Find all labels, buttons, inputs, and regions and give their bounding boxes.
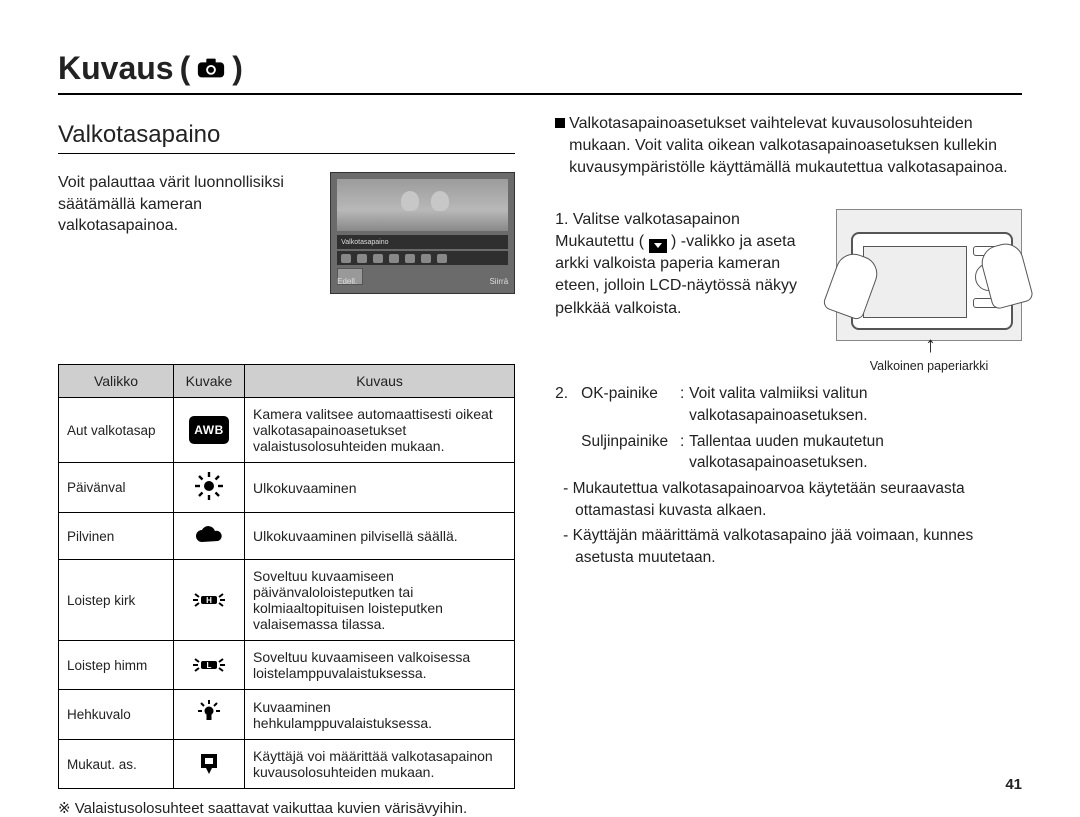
camera-icon <box>196 50 226 87</box>
lcd-bottom-right: Siirrä <box>489 277 508 286</box>
th-icon: Kuvake <box>174 365 245 398</box>
step-1: 1. Valitse valkotasapainon Mukautettu ( … <box>555 209 820 319</box>
custom-wb-icon <box>189 749 229 779</box>
page-number: 41 <box>1005 776 1022 793</box>
whitebalance-table: Valikko Kuvake Kuvaus Aut valkotasap AWB… <box>58 364 515 789</box>
tungsten-icon <box>189 698 229 728</box>
th-menu: Valikko <box>59 365 174 398</box>
title-paren-close: ) <box>232 50 243 87</box>
awb-icon: AWB <box>189 416 229 444</box>
fluorescent-l-icon: L <box>189 650 229 680</box>
right-intro: Valkotasapainoasetukset vaihtelevat kuva… <box>555 113 1022 179</box>
svg-text:L: L <box>207 661 212 670</box>
table-row: Loistep himm L Soveltuu kuvaamiseen valk… <box>59 641 515 690</box>
section-subhead: Valkotasapaino <box>58 121 515 149</box>
cloudy-icon <box>189 521 229 551</box>
page-title: Kuvaus ( ) <box>58 50 1022 87</box>
note-1: - Mukautettua valkotasapainoarvoa käytet… <box>559 478 1022 521</box>
lcd-bottom-left: Edell. <box>337 277 357 286</box>
daylight-icon <box>189 471 229 501</box>
footnote: ※ Valaistusolosuhteet saattavat vaikutta… <box>58 799 515 817</box>
intro-text: Voit palauttaa värit luonnollisiksi säät… <box>58 172 316 294</box>
lcd-preview: Valkotasapaino Edell. Siirrä <box>330 172 515 294</box>
lcd-label: Valkotasapaino <box>337 235 508 249</box>
th-desc: Kuvaus <box>245 365 515 398</box>
def-shutter: Suljinpainike : Tallentaa uuden mukautet… <box>555 431 1022 474</box>
table-row: Hehkuvalo Kuvaaminen hehkulamppuvalaistu… <box>59 690 515 740</box>
title-text: Kuvaus <box>58 50 174 87</box>
def-ok: 2. OK-painike : Voit valita valmiiksi va… <box>555 383 1022 426</box>
svg-text:H: H <box>206 596 212 605</box>
arrow-up-icon: ↑ <box>925 332 936 358</box>
table-row: Aut valkotasap AWB Kamera valitsee autom… <box>59 398 515 463</box>
note-2: - Käyttäjän määrittämä valkotasapaino jä… <box>559 525 1022 568</box>
table-row: Pilvinen Ulkokuvaaminen pilvisellä sääll… <box>59 513 515 560</box>
title-paren-open: ( <box>180 50 191 87</box>
camera-illustration: ↑ <box>836 209 1022 341</box>
table-row: Päivänval Ulkokuvaaminen <box>59 463 515 513</box>
table-row: Mukaut. as. Käyttäjä voi määrittää valko… <box>59 740 515 789</box>
fluorescent-h-icon: H <box>189 585 229 615</box>
title-rule <box>58 93 1022 95</box>
figure-caption: Valkoinen paperiarkki <box>836 359 1022 373</box>
square-bullet-icon <box>555 118 565 128</box>
table-row: Loistep kirk H Soveltuu kuvaamiseen päiv… <box>59 560 515 641</box>
subhead-rule <box>58 153 515 154</box>
custom-wb-inline-icon <box>649 239 667 253</box>
